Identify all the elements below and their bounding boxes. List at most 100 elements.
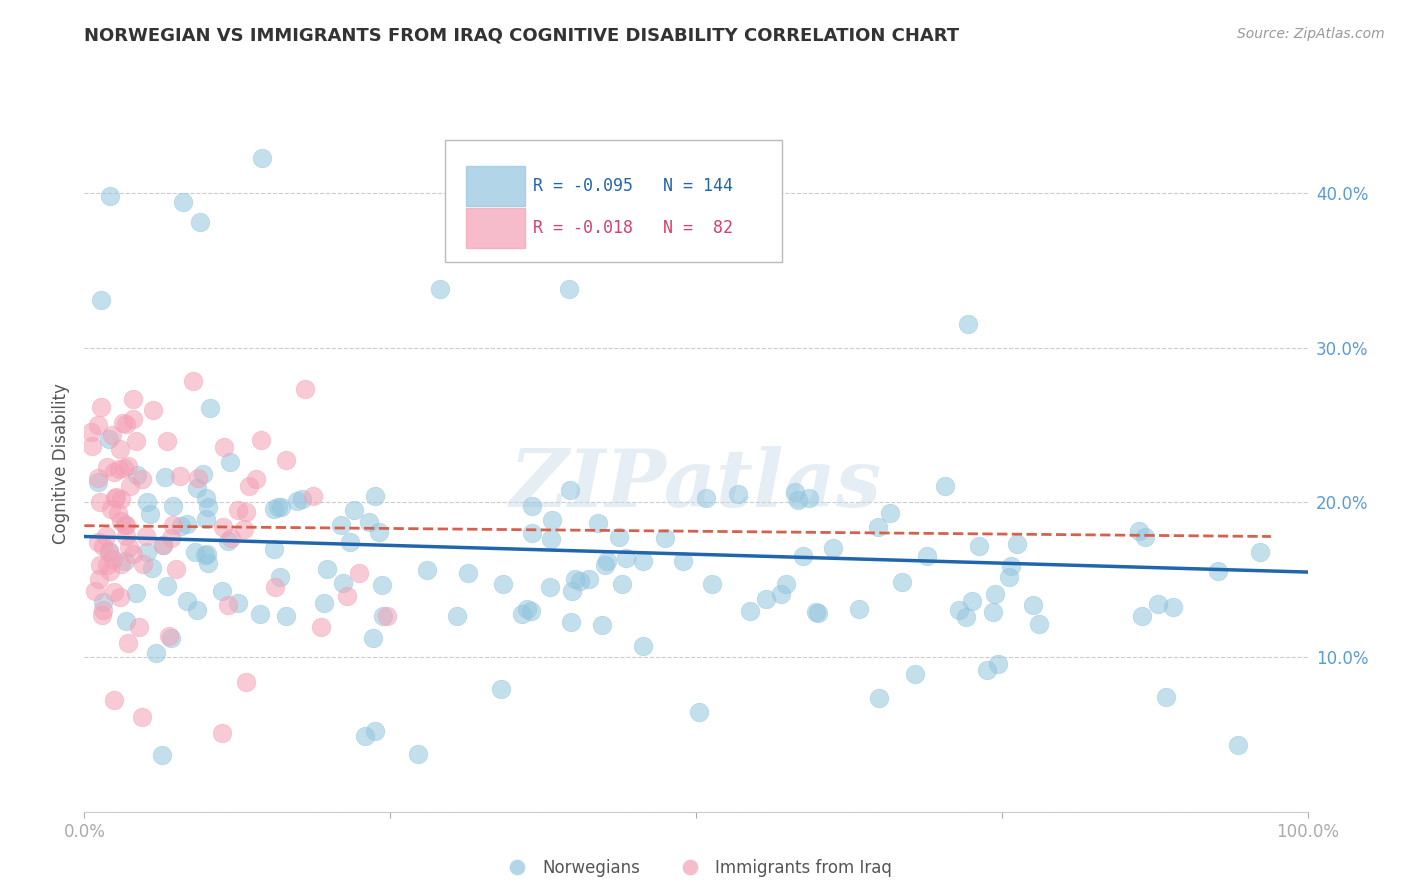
Point xyxy=(198,401,221,416)
Point xyxy=(120,479,142,493)
Point xyxy=(117,636,139,650)
FancyBboxPatch shape xyxy=(446,140,782,262)
Point xyxy=(122,411,145,425)
Point xyxy=(219,455,242,469)
FancyBboxPatch shape xyxy=(465,166,524,206)
Point xyxy=(176,516,198,531)
Point xyxy=(446,608,468,623)
Point xyxy=(960,594,983,608)
Point xyxy=(1133,530,1156,544)
Point xyxy=(86,417,108,432)
Point xyxy=(783,485,806,500)
Point xyxy=(540,513,562,527)
Point xyxy=(270,500,292,514)
Point xyxy=(80,425,103,439)
Point xyxy=(105,490,128,504)
Point xyxy=(131,709,153,723)
Point xyxy=(152,538,174,552)
Point xyxy=(114,554,136,568)
Point xyxy=(285,494,308,508)
Point xyxy=(249,607,271,621)
Point xyxy=(429,282,451,296)
Point xyxy=(165,562,187,576)
Point xyxy=(1028,617,1050,632)
Point xyxy=(181,375,204,389)
Point xyxy=(235,504,257,518)
Point xyxy=(117,459,139,474)
Point xyxy=(104,491,127,505)
Point xyxy=(184,545,207,559)
Point xyxy=(238,479,260,493)
Point xyxy=(226,503,249,517)
Point xyxy=(998,570,1021,584)
Point xyxy=(343,503,366,517)
Point xyxy=(512,607,534,621)
Point xyxy=(125,468,148,483)
Point xyxy=(114,518,136,533)
Point xyxy=(267,500,290,515)
Point xyxy=(186,603,208,617)
Point xyxy=(276,452,298,467)
Point xyxy=(769,587,792,601)
Point xyxy=(217,598,239,612)
Point xyxy=(98,189,121,203)
Point xyxy=(87,572,110,586)
Point xyxy=(347,566,370,580)
Point xyxy=(101,551,124,566)
Point xyxy=(115,614,138,628)
Point xyxy=(1161,600,1184,615)
Point xyxy=(558,483,581,497)
Point xyxy=(560,615,582,630)
Point xyxy=(792,549,814,564)
Point xyxy=(274,608,297,623)
Point xyxy=(631,640,654,654)
Point xyxy=(91,595,114,609)
Point xyxy=(115,518,138,533)
Point xyxy=(614,551,637,566)
Point xyxy=(330,517,353,532)
Point xyxy=(368,524,391,539)
Point xyxy=(194,548,217,562)
Point xyxy=(91,608,114,623)
Point xyxy=(197,556,219,570)
Point xyxy=(804,605,827,619)
Text: Source: ZipAtlas.com: Source: ZipAtlas.com xyxy=(1237,27,1385,41)
Point xyxy=(797,491,820,505)
Point xyxy=(115,528,138,542)
Point xyxy=(103,466,125,480)
Point xyxy=(1208,564,1230,578)
Point xyxy=(128,619,150,633)
Point xyxy=(740,604,762,618)
Point xyxy=(578,572,600,586)
Point xyxy=(359,515,381,529)
Point xyxy=(141,561,163,575)
Point xyxy=(1000,558,1022,573)
Point xyxy=(157,629,180,643)
Text: NORWEGIAN VS IMMIGRANTS FROM IRAQ COGNITIVE DISABILITY CORRELATION CHART: NORWEGIAN VS IMMIGRANTS FROM IRAQ COGNIT… xyxy=(84,27,959,45)
Point xyxy=(775,576,797,591)
Point xyxy=(976,663,998,677)
Point xyxy=(807,607,830,621)
Point xyxy=(983,605,1005,619)
Point xyxy=(727,487,749,501)
Point xyxy=(263,580,285,594)
Point xyxy=(375,609,398,624)
Point xyxy=(94,529,117,543)
Point xyxy=(136,495,159,509)
Point xyxy=(98,545,121,559)
Point xyxy=(520,499,543,513)
Point xyxy=(695,491,717,505)
Point xyxy=(1154,690,1177,704)
Point xyxy=(125,434,148,449)
Point xyxy=(96,459,118,474)
Point xyxy=(516,602,538,616)
Point xyxy=(891,574,914,589)
Point xyxy=(302,489,325,503)
Point xyxy=(91,540,114,554)
Text: R = -0.018   N =  82: R = -0.018 N = 82 xyxy=(533,219,734,237)
Point xyxy=(631,554,654,568)
Point xyxy=(108,442,131,456)
Point xyxy=(107,506,129,520)
Point xyxy=(153,470,176,484)
Point xyxy=(142,403,165,417)
